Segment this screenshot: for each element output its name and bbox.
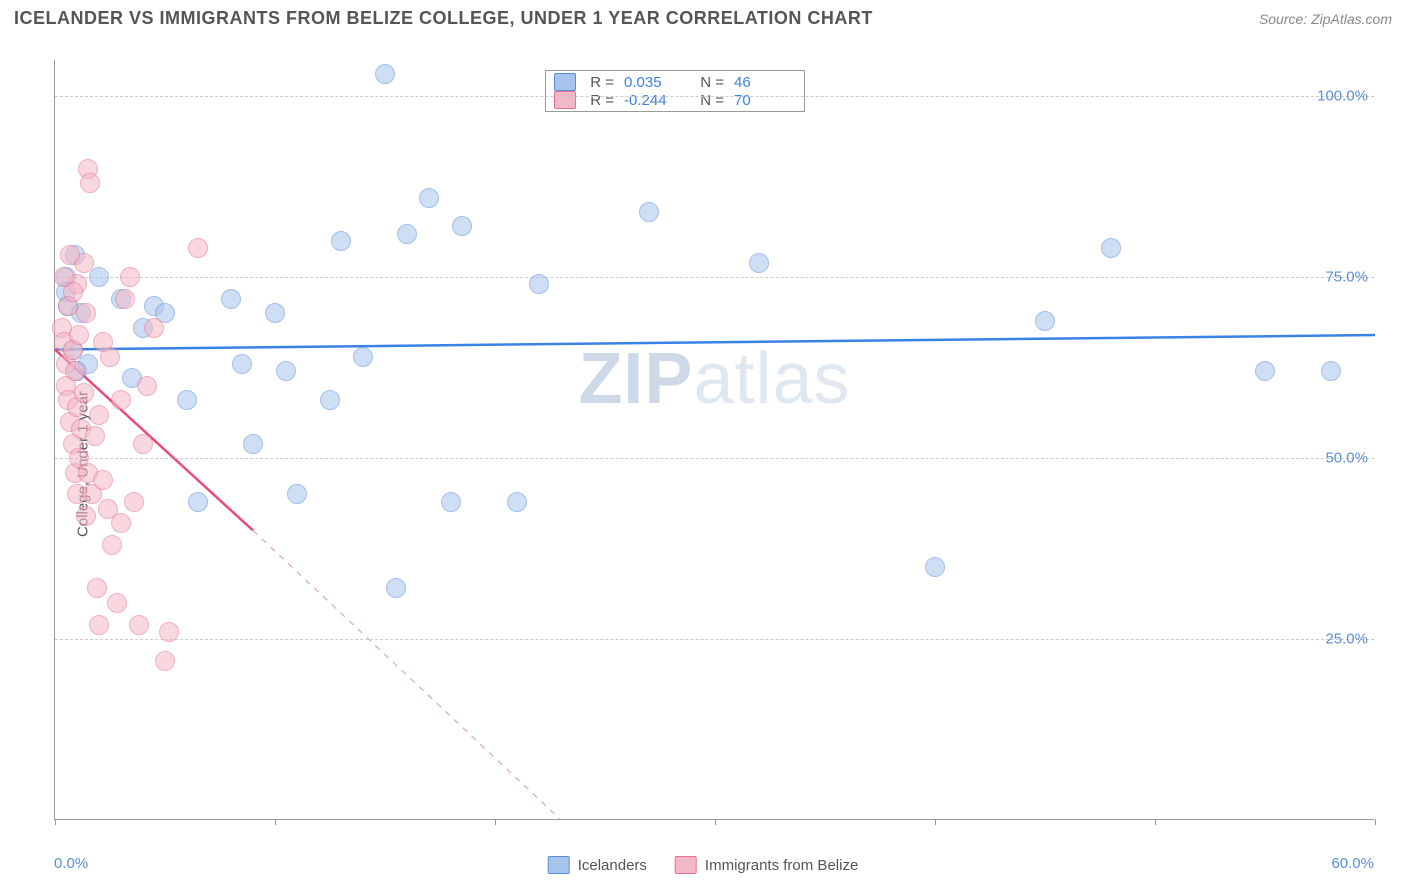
stat-n-value-2: 70 <box>734 92 796 109</box>
data-point <box>177 390 197 410</box>
stat-n-label-2: N = <box>696 92 724 109</box>
gridline <box>55 458 1374 459</box>
data-point <box>441 492 461 512</box>
data-point <box>320 390 340 410</box>
data-point <box>74 383 94 403</box>
legend-label-2: Immigrants from Belize <box>705 857 858 874</box>
data-point <box>137 376 157 396</box>
data-point <box>93 332 113 352</box>
x-axis-right-label: 60.0% <box>1331 855 1374 872</box>
data-point <box>639 202 659 222</box>
y-tick-label: 75.0% <box>1325 269 1368 286</box>
data-point <box>159 622 179 642</box>
data-point <box>107 593 127 613</box>
data-point <box>89 267 109 287</box>
chart-title: ICELANDER VS IMMIGRANTS FROM BELIZE COLL… <box>14 8 873 29</box>
data-point <box>188 238 208 258</box>
data-point <box>749 253 769 273</box>
data-point <box>265 303 285 323</box>
data-point <box>80 173 100 193</box>
data-point <box>93 470 113 490</box>
data-point <box>529 274 549 294</box>
data-point <box>287 484 307 504</box>
data-point <box>507 492 527 512</box>
data-point <box>1101 238 1121 258</box>
data-point <box>221 289 241 309</box>
stats-legend-box: R = 0.035 N = 46 R = -0.244 N = 70 <box>545 70 805 112</box>
data-point <box>63 282 83 302</box>
gridline <box>55 277 1374 278</box>
data-point <box>115 289 135 309</box>
data-point <box>120 267 140 287</box>
stat-r-label-2: R = <box>586 92 614 109</box>
data-point <box>452 216 472 236</box>
data-point <box>60 245 80 265</box>
data-point <box>89 405 109 425</box>
legend-label-1: Icelanders <box>578 857 647 874</box>
data-point <box>397 224 417 244</box>
data-point <box>76 506 96 526</box>
trend-line-dashed <box>253 530 561 820</box>
gridline <box>55 639 1374 640</box>
data-point <box>144 318 164 338</box>
x-tick <box>55 819 56 825</box>
stats-row-1: R = 0.035 N = 46 <box>552 73 798 91</box>
data-point <box>375 64 395 84</box>
data-point <box>331 231 351 251</box>
x-tick <box>275 819 276 825</box>
data-point <box>133 434 153 454</box>
data-point <box>87 578 107 598</box>
stats-row-2: R = -0.244 N = 70 <box>552 91 798 109</box>
chart-container: College, Under 1 year ZIPatlas R = 0.035… <box>14 50 1392 878</box>
legend-bottom: Icelanders Immigrants from Belize <box>548 856 859 874</box>
y-tick-label: 50.0% <box>1325 450 1368 467</box>
data-point <box>243 434 263 454</box>
data-point <box>111 390 131 410</box>
x-tick <box>715 819 716 825</box>
legend-swatch-1 <box>548 856 570 874</box>
data-point <box>129 615 149 635</box>
title-bar: ICELANDER VS IMMIGRANTS FROM BELIZE COLL… <box>0 0 1406 33</box>
data-point <box>1255 361 1275 381</box>
data-point <box>124 492 144 512</box>
x-tick <box>495 819 496 825</box>
data-point <box>65 361 85 381</box>
stat-r-value-2: -0.244 <box>624 92 686 109</box>
legend-swatch-2 <box>675 856 697 874</box>
data-point <box>1035 311 1055 331</box>
data-point <box>386 578 406 598</box>
data-point <box>276 361 296 381</box>
swatch-series-1 <box>554 73 576 91</box>
trend-line <box>55 335 1375 349</box>
data-point <box>102 535 122 555</box>
data-point <box>76 303 96 323</box>
data-point <box>353 347 373 367</box>
data-point <box>111 513 131 533</box>
legend-item-1: Icelanders <box>548 856 647 874</box>
data-point <box>925 557 945 577</box>
y-tick-label: 25.0% <box>1325 631 1368 648</box>
source-label: Source: ZipAtlas.com <box>1259 11 1392 27</box>
stat-r-value-1: 0.035 <box>624 74 686 91</box>
x-axis-left-label: 0.0% <box>54 855 88 872</box>
x-tick <box>935 819 936 825</box>
data-point <box>85 426 105 446</box>
y-tick-label: 100.0% <box>1317 88 1368 105</box>
data-point <box>188 492 208 512</box>
data-point <box>69 325 89 345</box>
data-point <box>419 188 439 208</box>
stat-n-value-1: 46 <box>734 74 796 91</box>
legend-item-2: Immigrants from Belize <box>675 856 858 874</box>
data-point <box>1321 361 1341 381</box>
stat-n-label-1: N = <box>696 74 724 91</box>
swatch-series-2 <box>554 91 576 109</box>
data-point <box>89 615 109 635</box>
stat-r-label-1: R = <box>586 74 614 91</box>
x-tick <box>1155 819 1156 825</box>
x-tick <box>1375 819 1376 825</box>
scatter-plot: ZIPatlas R = 0.035 N = 46 R = -0.244 N =… <box>54 60 1374 820</box>
data-point <box>155 651 175 671</box>
data-point <box>232 354 252 374</box>
gridline <box>55 96 1374 97</box>
